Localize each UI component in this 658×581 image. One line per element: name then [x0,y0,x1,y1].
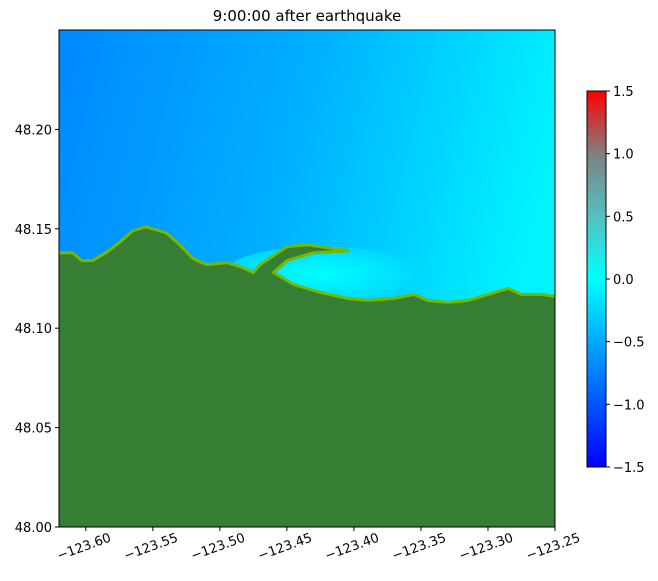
colorbar-axis: −1.5 −1.0 −0.5 0.0 0.5 1.0 1.5 [606,85,645,476]
x-tick-label: −123.45 [256,531,314,564]
plot-frame [58,29,556,528]
y-tick-label: 48.15 [15,223,52,238]
colorbar-tick-label: 1.0 [613,148,634,163]
y-tick-label: 48.00 [15,521,52,536]
colorbar-tick-label: −1.5 [613,461,645,476]
y-tick-label: 48.20 [15,123,52,138]
y-tick-label: 48.10 [15,322,52,337]
x-tick-label: −123.55 [122,531,180,564]
x-tick-label: −123.30 [457,531,515,564]
x-tick-label: −123.40 [323,531,381,564]
colorbar-tick-label: −0.5 [613,336,645,351]
colorbar-tick-label: −1.0 [613,398,645,413]
colorbar-tick-label: 0.0 [613,273,634,288]
colorbar-tick-label: 1.5 [613,85,634,100]
x-tick-label: −123.25 [524,531,582,564]
x-tick-label: −123.50 [189,531,247,564]
colorbar-tick-label: 0.5 [613,210,634,225]
y-tick-label: 48.05 [15,422,52,437]
x-axis: −123.60 −123.55 −123.50 −123.45 −123.40 −123.… [55,527,582,564]
shoreline [59,225,555,304]
x-tick-label: −123.35 [390,531,448,564]
colorbar [586,90,607,468]
y-axis: 48.00 48.05 48.10 48.15 48.20 [15,123,59,536]
chart-title: 9:00:00 after earthquake [213,7,401,25]
plot-area [59,30,555,527]
x-tick-label: −123.60 [55,531,113,564]
